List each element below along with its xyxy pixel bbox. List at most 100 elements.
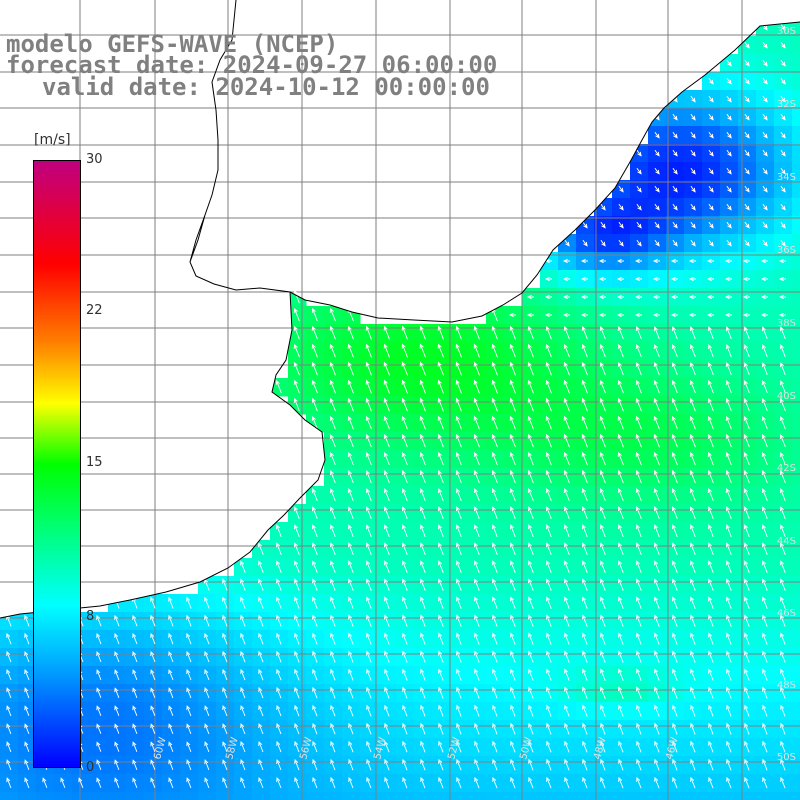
wind-arrow [706, 276, 714, 282]
wind-arrow [725, 578, 732, 591]
wind-arrow [635, 488, 642, 502]
wind-arrow [114, 632, 120, 645]
wind-arrow [616, 258, 624, 264]
wind-arrow [563, 524, 570, 538]
wind-arrow [347, 506, 354, 519]
wind-arrow [437, 343, 445, 358]
wind-arrow [492, 632, 498, 645]
wind-arrow [726, 776, 732, 789]
wind-arrow [473, 325, 480, 340]
wind-arrow [780, 596, 786, 609]
wind-arrow [617, 397, 624, 412]
wind-arrow [761, 524, 768, 538]
wind-arrow [509, 488, 516, 502]
wind-arrow [634, 294, 642, 300]
wind-arrow [383, 470, 390, 484]
wind-arrow [329, 506, 336, 519]
wind-arrow [762, 614, 768, 627]
wind-arrow [634, 258, 642, 264]
wind-arrow [276, 668, 282, 681]
wind-arrow [330, 614, 336, 627]
wind-arrow [132, 651, 138, 663]
wind-arrow [672, 221, 678, 229]
wind-arrow [474, 668, 480, 681]
wind-speed-cell [756, 792, 775, 800]
wind-arrow [473, 343, 480, 358]
wind-arrow [780, 221, 786, 229]
wind-arrow [401, 506, 408, 520]
wind-speed-cell [540, 792, 559, 800]
wind-arrow [438, 668, 444, 681]
wind-arrow [707, 542, 714, 555]
wind-arrow [690, 650, 696, 663]
wind-arrow [581, 524, 588, 538]
wind-arrow [384, 632, 390, 645]
wind-arrow [437, 451, 444, 466]
wind-arrow [564, 704, 570, 717]
wind-arrow [618, 758, 624, 771]
wind-arrow [294, 686, 300, 699]
forecast-date: forecast date: 2024-09-27 06:00:00 [6, 51, 498, 79]
wind-arrow [545, 542, 552, 555]
wind-arrow [726, 686, 732, 699]
wind-arrow [634, 276, 642, 282]
wind-arrow [762, 131, 768, 139]
wind-arrow [761, 380, 768, 394]
wind-arrow [690, 203, 696, 211]
wind-arrow [744, 614, 750, 627]
wind-arrow [581, 578, 588, 591]
wind-arrow [689, 578, 696, 591]
wind-arrow [510, 758, 516, 771]
wind-arrow [617, 451, 624, 466]
wind-arrow [671, 488, 678, 502]
wind-arrow [168, 651, 174, 663]
wind-arrow [258, 632, 264, 645]
wind-arrow [599, 524, 606, 538]
wind-arrow [706, 312, 714, 318]
wind-arrow [743, 542, 750, 555]
wind-speed-cell [306, 792, 325, 800]
wind-speed-cell [792, 468, 800, 487]
wind-arrow [600, 203, 606, 211]
wind-arrow [618, 668, 624, 681]
wind-arrow [779, 578, 786, 591]
wind-arrow [347, 452, 354, 466]
wind-arrow [743, 398, 750, 412]
wind-arrow [294, 650, 300, 663]
wind-arrow [365, 506, 372, 519]
wind-arrow [707, 560, 714, 573]
wind-arrow [401, 578, 408, 591]
wind-arrow [726, 650, 732, 663]
wind-arrow [168, 687, 174, 699]
wind-arrow [293, 506, 300, 519]
wind-arrow [42, 777, 48, 788]
wind-arrow [599, 686, 606, 699]
wind-arrow [744, 149, 750, 157]
wind-arrow [132, 759, 138, 770]
wind-arrow [527, 578, 534, 591]
wind-arrow [744, 221, 750, 229]
wind-arrow [600, 221, 606, 229]
wind-arrow [491, 415, 498, 430]
wind-arrow [652, 258, 660, 264]
wind-arrow [742, 294, 750, 300]
wind-arrow [491, 506, 498, 520]
wind-arrow [492, 740, 498, 753]
wind-arrow [329, 488, 336, 502]
wind-arrow [779, 416, 786, 430]
wind-arrow [654, 650, 660, 663]
wind-arrow [528, 722, 534, 735]
wind-arrow [329, 325, 336, 340]
wind-arrow [761, 398, 768, 412]
wind-arrow [760, 312, 768, 318]
wind-arrow [527, 542, 534, 555]
wind-arrow [744, 41, 750, 49]
wind-arrow [742, 312, 750, 318]
latitude-label: 44S [777, 536, 796, 547]
wind-arrow [725, 488, 732, 502]
wind-arrow [293, 361, 300, 376]
wind-arrow [456, 614, 462, 627]
wind-arrow [761, 542, 768, 555]
wind-arrow [329, 343, 336, 358]
wind-arrow [689, 362, 696, 376]
